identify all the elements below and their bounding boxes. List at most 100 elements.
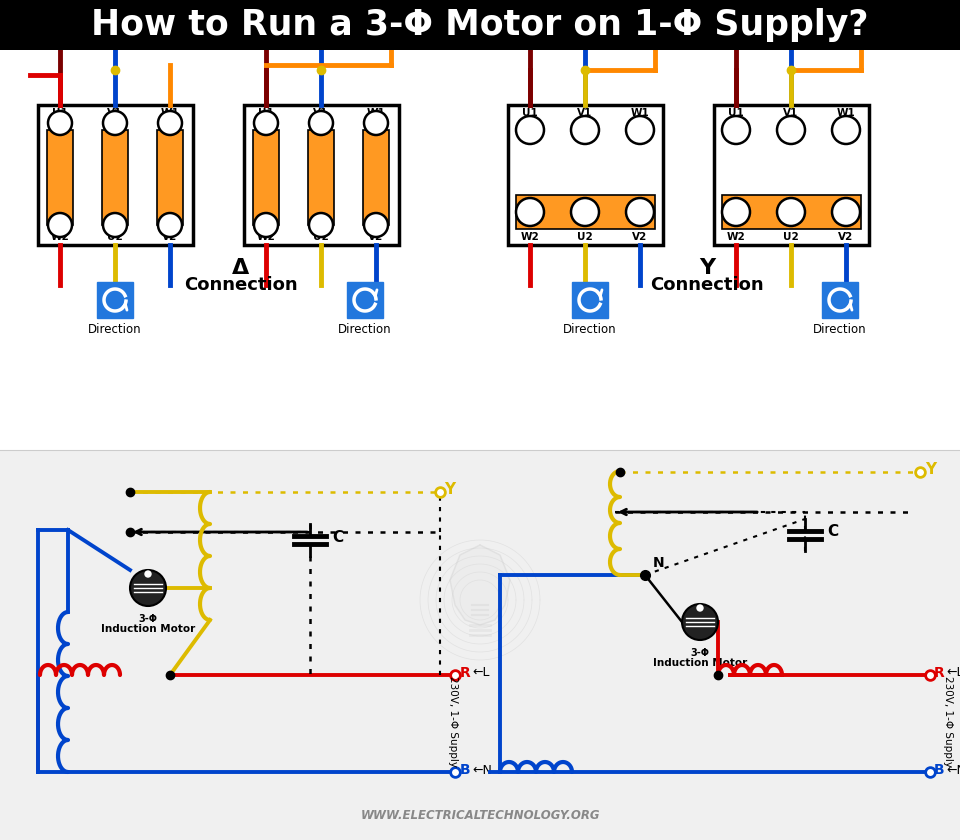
Text: C: C: [332, 529, 343, 544]
Text: W2: W2: [256, 232, 276, 242]
Circle shape: [254, 111, 278, 135]
Bar: [516, 195, 655, 229]
FancyBboxPatch shape: [633, 31, 658, 49]
Text: L: L: [508, 32, 516, 46]
Circle shape: [364, 213, 388, 237]
Text: N: N: [799, 38, 810, 52]
Bar: [0, 50, 960, 450]
Circle shape: [697, 605, 703, 611]
Text: C: C: [645, 30, 656, 44]
Circle shape: [516, 198, 544, 226]
Bar: [508, 105, 663, 245]
FancyBboxPatch shape: [369, 31, 394, 49]
Bar: [157, 130, 183, 225]
Circle shape: [130, 570, 166, 606]
Text: Connection: Connection: [184, 276, 298, 294]
Bar: [253, 130, 279, 225]
Text: U2: U2: [108, 232, 123, 242]
FancyBboxPatch shape: [157, 31, 182, 49]
Bar: [38, 105, 193, 245]
Bar: [572, 282, 608, 318]
Bar: [722, 195, 861, 229]
Bar: [244, 105, 399, 245]
Circle shape: [145, 571, 151, 577]
Circle shape: [309, 213, 333, 237]
Text: C: C: [381, 30, 392, 44]
Text: V1: V1: [577, 108, 592, 118]
Text: U1: U1: [522, 108, 538, 118]
Text: Δ: Δ: [232, 258, 250, 278]
Circle shape: [48, 213, 72, 237]
Text: U2: U2: [577, 232, 593, 242]
Text: Y: Y: [925, 463, 936, 477]
Text: V1: V1: [313, 108, 328, 118]
Text: Induction Motor: Induction Motor: [101, 624, 195, 634]
Text: 230V, 1-Φ Supply: 230V, 1-Φ Supply: [943, 676, 953, 768]
Text: Direction: Direction: [813, 323, 867, 336]
Text: ←L: ←L: [472, 666, 490, 680]
Text: U1: U1: [258, 108, 274, 118]
Circle shape: [626, 116, 654, 144]
Circle shape: [682, 604, 718, 640]
Text: N: N: [593, 38, 605, 52]
Circle shape: [777, 116, 805, 144]
Text: ←L: ←L: [946, 666, 960, 680]
Text: U1: U1: [728, 108, 744, 118]
Bar: [102, 130, 128, 225]
Circle shape: [722, 198, 750, 226]
Text: How to Run a 3-Φ Motor on 1-Φ Supply?: How to Run a 3-Φ Motor on 1-Φ Supply?: [91, 8, 869, 42]
Text: B: B: [460, 763, 470, 777]
Text: V2: V2: [162, 232, 178, 242]
Circle shape: [626, 198, 654, 226]
Polygon shape: [450, 545, 510, 625]
Circle shape: [103, 111, 127, 135]
Circle shape: [254, 213, 278, 237]
Circle shape: [722, 116, 750, 144]
Text: L: L: [21, 38, 31, 52]
Text: R: R: [460, 666, 470, 680]
Circle shape: [832, 198, 860, 226]
Text: V2: V2: [838, 232, 853, 242]
Circle shape: [158, 213, 182, 237]
Text: V2: V2: [369, 232, 384, 242]
Text: ←N: ←N: [946, 764, 960, 776]
Circle shape: [158, 111, 182, 135]
Circle shape: [309, 111, 333, 135]
Circle shape: [103, 213, 127, 237]
Text: W1: W1: [160, 108, 180, 118]
Circle shape: [364, 111, 388, 135]
Text: 3-Φ: 3-Φ: [138, 614, 157, 624]
Circle shape: [832, 116, 860, 144]
Text: 3-Φ: 3-Φ: [690, 648, 709, 658]
Text: U2: U2: [313, 232, 329, 242]
Text: V1: V1: [108, 108, 123, 118]
Bar: [714, 105, 869, 245]
Bar: [0, 0, 960, 50]
Text: W1: W1: [367, 108, 385, 118]
Text: C: C: [178, 30, 188, 44]
Circle shape: [516, 116, 544, 144]
Text: Y: Y: [444, 482, 455, 497]
Text: WWW.ELECTRICALTECHNOLOGY.ORG: WWW.ELECTRICALTECHNOLOGY.ORG: [360, 809, 600, 822]
Text: ←N: ←N: [472, 764, 492, 776]
Text: V1: V1: [783, 108, 799, 118]
Text: C: C: [851, 30, 861, 44]
Text: B: B: [934, 763, 945, 777]
Text: 230V, 1-Φ Supply: 230V, 1-Φ Supply: [448, 676, 458, 768]
Text: W2: W2: [51, 232, 69, 242]
Text: U1: U1: [52, 108, 68, 118]
Bar: [363, 130, 389, 225]
Text: U2: U2: [783, 232, 799, 242]
Text: N: N: [123, 38, 134, 52]
Circle shape: [571, 198, 599, 226]
Text: V2: V2: [633, 232, 648, 242]
Text: Connection: Connection: [650, 276, 764, 294]
Bar: [347, 282, 383, 318]
Text: W2: W2: [520, 232, 540, 242]
Text: W1: W1: [836, 108, 855, 118]
Text: Y: Y: [699, 258, 715, 278]
Text: Induction Motor: Induction Motor: [653, 658, 747, 668]
Text: R: R: [934, 666, 945, 680]
Text: N: N: [329, 38, 341, 52]
Text: Direction: Direction: [564, 323, 617, 336]
